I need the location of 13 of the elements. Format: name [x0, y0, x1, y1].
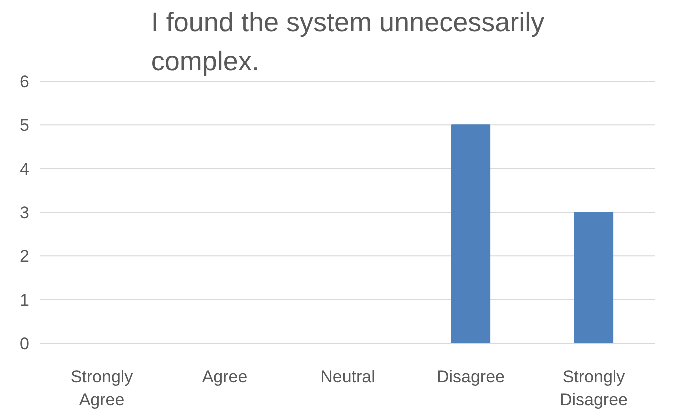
y-tick-label: 6 — [20, 72, 30, 92]
y-tick-label: 3 — [20, 204, 30, 222]
x-tick-label: Agree — [202, 368, 248, 386]
y-tick-label: 0 — [20, 334, 30, 354]
y-tick-label: 5 — [20, 116, 30, 136]
x-tick-label: Neutral — [320, 368, 376, 386]
chart-title: I found the system unnecessarily complex. — [151, 8, 546, 76]
y-tick-label: 1 — [20, 290, 30, 310]
x-tick-label: Strongly Agree — [70, 368, 134, 410]
y-tick-label: 2 — [20, 247, 30, 266]
x-tick-label: Strongly Disagree — [560, 368, 628, 410]
x-tick-label: Disagree — [436, 368, 506, 386]
y-tick-label: 4 — [20, 160, 30, 179]
